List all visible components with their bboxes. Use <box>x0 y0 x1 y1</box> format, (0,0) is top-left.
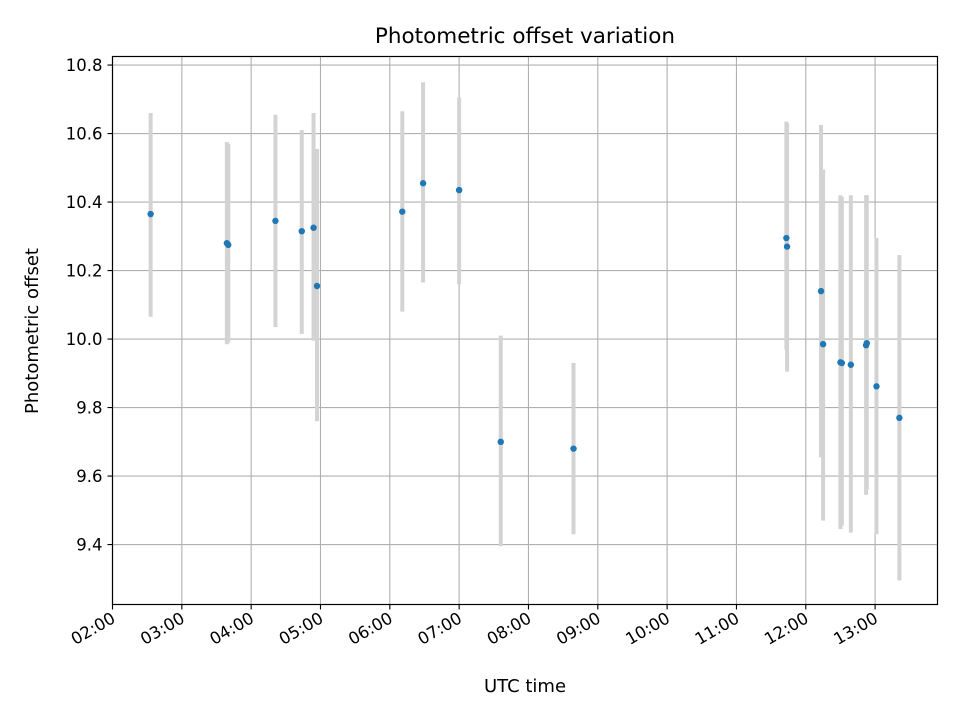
data-point <box>570 445 577 452</box>
plot-frame <box>111 55 939 606</box>
y-axis-label: Photometric offset <box>22 248 43 414</box>
chart-title: Photometric offset variation <box>375 24 675 49</box>
data-point <box>313 282 321 290</box>
data-point <box>272 217 279 225</box>
y-tick-label: 9.8 <box>76 399 102 418</box>
data-point <box>783 234 790 242</box>
data-point <box>455 186 463 194</box>
y-axis-ticks: 9.4 9.6 9.8 10.0 10.2 10.4 10.6 10.8 <box>66 56 113 555</box>
data-point <box>863 339 870 347</box>
data-point <box>147 210 154 218</box>
data-point <box>838 359 846 367</box>
data-point <box>873 383 880 390</box>
data-point <box>819 341 827 348</box>
data-point <box>310 224 317 231</box>
y-tick-label: 10.2 <box>66 262 103 281</box>
y-tick-label: 10.8 <box>66 56 103 75</box>
data-point <box>225 241 232 249</box>
y-tick-label: 9.6 <box>76 467 102 486</box>
y-tick-label: 10.0 <box>66 330 103 349</box>
y-tick-label: 9.4 <box>76 536 102 555</box>
y-tick-label: 10.4 <box>66 193 103 212</box>
data-point <box>419 180 427 187</box>
data-point <box>399 208 406 215</box>
data-points <box>147 180 903 452</box>
data-point <box>497 438 504 446</box>
x-axis-label: UTC time <box>484 676 566 697</box>
data-point <box>896 414 903 422</box>
y-tick-label: 10.6 <box>66 125 103 144</box>
data-point <box>783 243 791 250</box>
data-point <box>847 361 855 368</box>
data-point <box>298 227 305 235</box>
data-point <box>817 287 825 295</box>
